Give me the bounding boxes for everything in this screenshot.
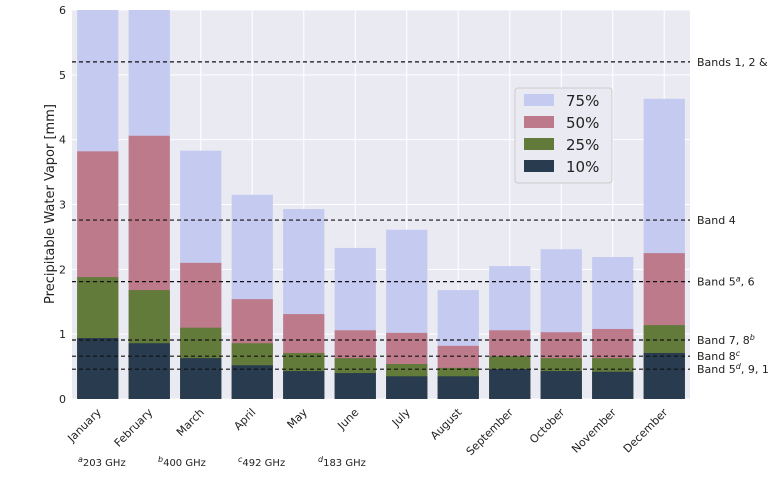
bar bbox=[128, 343, 170, 399]
bar bbox=[180, 358, 222, 399]
band-label-part: b bbox=[750, 333, 755, 342]
footnote: d183 GHz bbox=[318, 455, 366, 470]
footnote: b400 GHz bbox=[158, 455, 206, 470]
x-tick-label: August bbox=[428, 405, 465, 442]
bar bbox=[489, 369, 531, 399]
bar bbox=[334, 373, 376, 399]
legend-label: 25% bbox=[566, 136, 599, 154]
footnote-part: 492 GHz bbox=[242, 458, 285, 469]
footnote-part: c bbox=[238, 455, 243, 464]
bars bbox=[77, 10, 685, 399]
footnote-part: 400 GHz bbox=[163, 458, 206, 469]
band-label: Band 8c bbox=[697, 349, 741, 364]
legend-swatch bbox=[524, 160, 554, 172]
bar bbox=[643, 352, 685, 399]
footnote-part: 203 GHz bbox=[83, 458, 126, 469]
x-tick-label: December bbox=[621, 406, 671, 456]
legend: 75% 50% 25% 10% bbox=[514, 87, 613, 184]
band-label-part: , 6 bbox=[741, 276, 755, 289]
x-tick-label: September bbox=[464, 406, 517, 459]
bar bbox=[540, 371, 582, 399]
band-label-part: c bbox=[736, 349, 741, 358]
x-tick-label: November bbox=[569, 406, 619, 456]
bar bbox=[77, 338, 119, 399]
legend-swatch bbox=[524, 94, 554, 106]
footnote: c492 GHz bbox=[238, 455, 285, 470]
x-tick-label: July bbox=[389, 406, 413, 430]
band-label-part: Band 5 bbox=[697, 276, 736, 289]
y-tick-label: 3 bbox=[59, 199, 66, 212]
bar bbox=[231, 365, 273, 399]
bar bbox=[386, 376, 428, 399]
x-tick-label: March bbox=[174, 406, 207, 439]
y-tick-label: 5 bbox=[59, 69, 66, 82]
legend-label: 50% bbox=[566, 114, 599, 132]
band-label-part: Band 7, 8 bbox=[697, 334, 750, 347]
band-label-part: Band 4 bbox=[697, 214, 736, 227]
x-tick-label: April bbox=[231, 406, 258, 433]
band-label: Band 5a, 6 bbox=[697, 274, 755, 289]
footnote: a203 GHz bbox=[78, 455, 126, 470]
band-label-part: Bands 1, 2 & 3 bbox=[697, 56, 768, 69]
footnote-part: d bbox=[318, 455, 324, 464]
x-tick-label: February bbox=[112, 406, 156, 450]
x-tick-label: June bbox=[335, 406, 362, 433]
x-tick-label: May bbox=[285, 406, 311, 432]
x-tick-label: January bbox=[64, 406, 104, 446]
legend-swatch bbox=[524, 138, 554, 150]
band-label: Bands 1, 2 & 3 bbox=[697, 56, 768, 69]
y-tick-label: 6 bbox=[59, 4, 66, 17]
legend-swatch bbox=[524, 116, 554, 128]
footnote-part: a bbox=[78, 455, 83, 464]
band-label-part: a bbox=[736, 274, 741, 283]
bar bbox=[437, 376, 479, 399]
y-tick-label: 1 bbox=[59, 328, 66, 341]
band-label: Band 7, 8b bbox=[697, 333, 755, 348]
y-axis-label: Precipitable Water Vapor [mm] bbox=[43, 104, 58, 304]
band-label-part: d bbox=[736, 362, 742, 371]
band-label-part: Band 5 bbox=[697, 363, 736, 376]
legend-box bbox=[514, 87, 613, 184]
footnote-part: b bbox=[158, 455, 163, 464]
footnote-part: 183 GHz bbox=[323, 458, 366, 469]
y-tick-label: 4 bbox=[59, 134, 66, 147]
y-tick-label: 0 bbox=[59, 393, 66, 406]
band-label-part: Band 8 bbox=[697, 350, 736, 363]
band-label-part: , 9, 10 bbox=[741, 363, 768, 376]
bar bbox=[592, 371, 634, 399]
y-tick-label: 2 bbox=[59, 263, 66, 276]
band-label: Band 4 bbox=[697, 214, 736, 227]
bar bbox=[283, 371, 325, 399]
band-label: Band 5d, 9, 10 bbox=[697, 362, 768, 377]
legend-label: 75% bbox=[566, 92, 599, 110]
x-tick-label: October bbox=[527, 406, 568, 447]
legend-label: 10% bbox=[566, 158, 599, 176]
